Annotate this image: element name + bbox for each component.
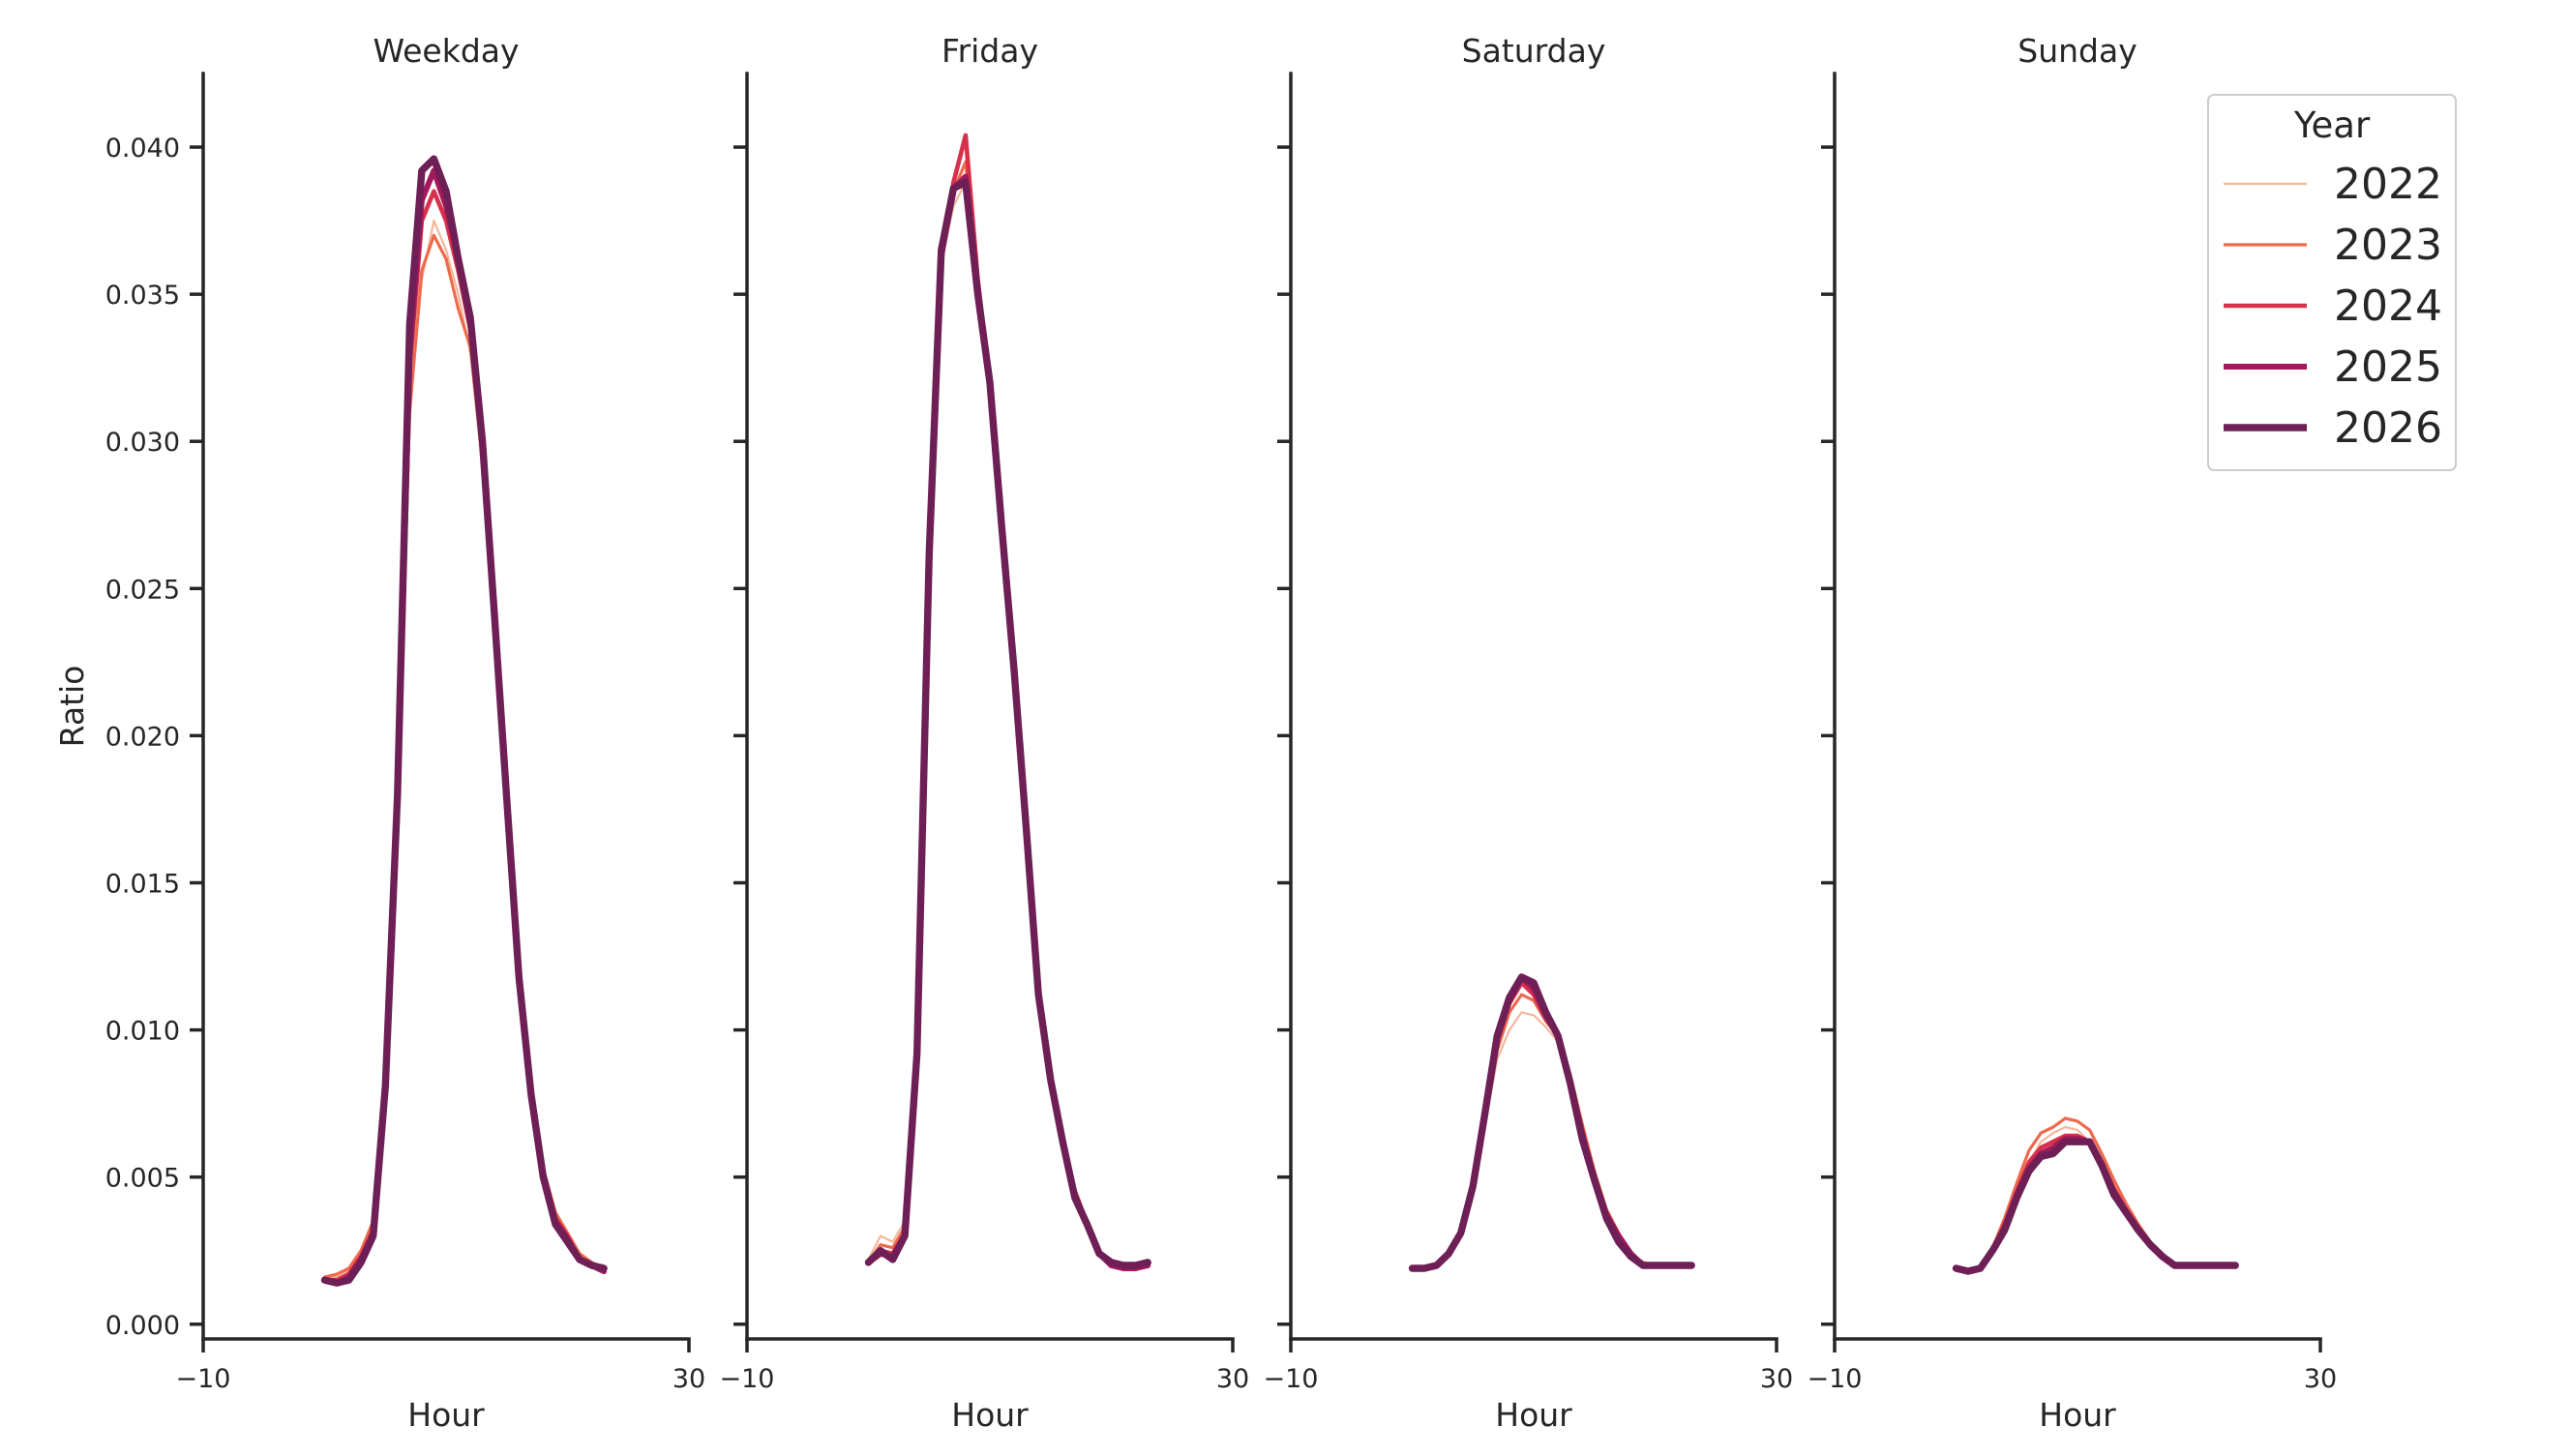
legend-item-2026: 2026	[2224, 403, 2442, 453]
y-tick-label: 0.010	[105, 1017, 180, 1047]
x-tick-label: 30	[672, 1364, 705, 1394]
legend: Year 2022 2023 2024 2025 2026	[2207, 94, 2457, 471]
x-tick-label: −10	[1264, 1364, 1319, 1394]
series-line-2022	[1411, 1011, 1693, 1270]
legend-label: 2026	[2334, 403, 2442, 453]
series-line-2026	[864, 178, 1151, 1269]
x-tick-label: 30	[1760, 1364, 1793, 1394]
panel-sunday: Sunday −10 30 Hour	[1808, 32, 2338, 1434]
y-tick-label: 0.000	[105, 1311, 180, 1341]
y-axis-title: Ratio	[53, 666, 91, 748]
panel-title: Sunday	[2017, 32, 2137, 70]
series-line-2024	[866, 133, 1151, 1271]
x-tick-label: −10	[1808, 1364, 1863, 1394]
panels-layer: Weekday 0.000 0.005 0.010 0.015 0.020 0.025 0.0…	[53, 32, 2337, 1434]
series-line-2025	[321, 167, 608, 1287]
series-line-2023	[322, 233, 606, 1279]
panel-friday: Friday −10 30 Hour	[720, 32, 1250, 1434]
legend-item-2023: 2023	[2224, 221, 2442, 270]
legend-label: 2024	[2334, 282, 2442, 331]
x-tick-label: 30	[2304, 1364, 2337, 1394]
y-tick-label: 0.015	[105, 870, 180, 900]
legend-frame	[2207, 94, 2457, 471]
x-axis-title: Hour	[951, 1396, 1029, 1434]
y-tick-label: 0.035	[105, 281, 180, 311]
x-tick-label: −10	[720, 1364, 775, 1394]
legend-label: 2025	[2334, 342, 2442, 392]
legend-title: Year	[2293, 104, 2371, 146]
panel-title: Friday	[941, 32, 1038, 70]
legend-label: 2023	[2334, 221, 2442, 270]
series-line-2026	[1408, 973, 1695, 1272]
legend-item-2024: 2024	[2224, 282, 2442, 331]
panel-saturday: Saturday −10 30 Hour	[1264, 32, 1794, 1434]
x-axis-title: Hour	[407, 1396, 485, 1434]
series-line-2026	[1952, 1138, 2239, 1275]
x-axis-title: Hour	[1495, 1396, 1572, 1434]
panel-title: Weekday	[373, 32, 519, 70]
y-tick-label: 0.005	[105, 1164, 180, 1194]
y-tick-label: 0.025	[105, 575, 180, 605]
legend-label: 2022	[2334, 160, 2442, 209]
x-tick-label: −10	[176, 1364, 231, 1394]
y-tick-label: 0.040	[105, 134, 180, 163]
y-tick-label: 0.020	[105, 722, 180, 752]
panel-weekday: Weekday 0.000 0.005 0.010 0.015 0.020 0.025 0.0…	[105, 32, 705, 1434]
legend-item-2025: 2025	[2224, 342, 2442, 392]
series-line-2026	[320, 155, 608, 1287]
legend-item-2022: 2022	[2224, 160, 2442, 209]
y-tick-label: 0.030	[105, 428, 180, 458]
series-line-2024	[322, 189, 607, 1283]
x-tick-label: 30	[1216, 1364, 1249, 1394]
panel-title: Saturday	[1462, 32, 1606, 70]
series-line-2022	[323, 220, 606, 1279]
x-axis-title: Hour	[2039, 1396, 2116, 1434]
